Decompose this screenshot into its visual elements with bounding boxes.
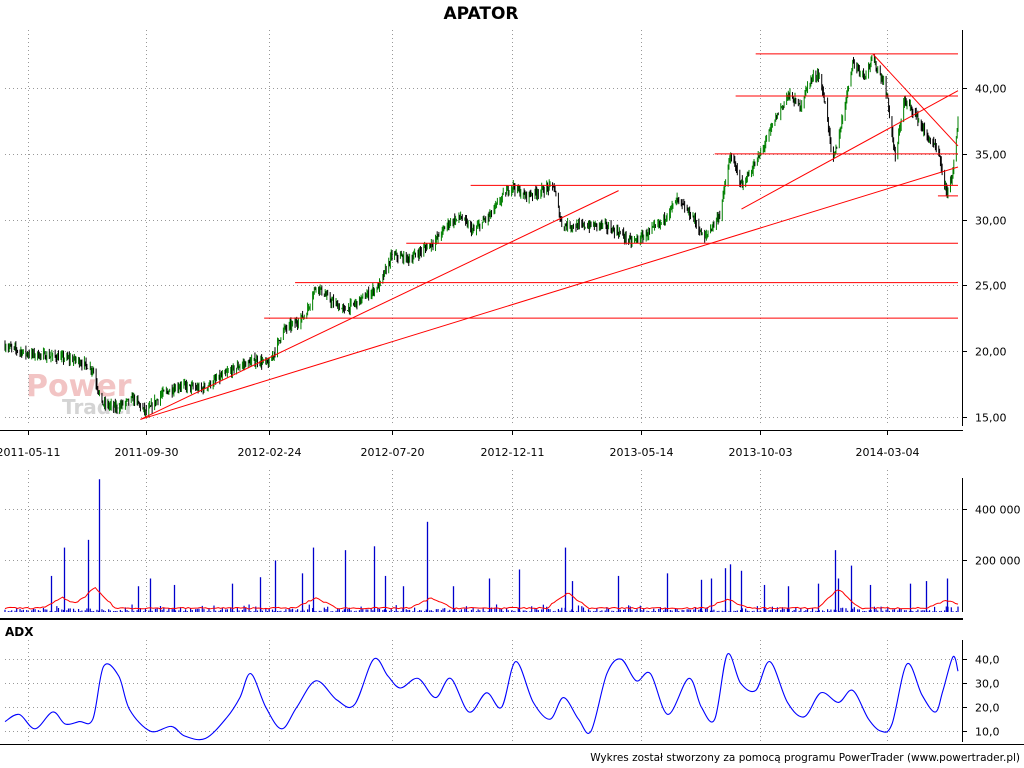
volume-axis-label: 200 000 [975, 555, 1021, 568]
date-axis-label: 2012-12-11 [481, 446, 545, 459]
adx-panel-label: ADX [5, 625, 34, 639]
adx-axis-label: 20,0 [975, 702, 1000, 715]
date-axis-label: 2013-10-03 [729, 446, 793, 459]
volume-axis-label: 400 000 [975, 504, 1021, 517]
watermark: Power Trader [26, 369, 135, 419]
price-panel [4, 53, 959, 420]
adx-line [4, 653, 959, 741]
price-axis-label: 40,00 [975, 83, 1007, 96]
price-axis-label: 20,00 [975, 346, 1007, 359]
adx-axis-label: 10,0 [975, 726, 1000, 739]
adx-axis-label: 30,0 [975, 678, 1000, 691]
price-axis-label: 35,00 [975, 149, 1007, 162]
trend-line [872, 53, 959, 147]
date-axis-label: 2011-05-11 [0, 446, 60, 459]
trend-line [140, 190, 619, 420]
date-axis-label: 2011-09-30 [115, 446, 179, 459]
watermark-power: Power [26, 369, 132, 404]
date-axis-label: 2013-05-14 [610, 446, 674, 459]
axes-layer: 15,00 20,00 25,00 30,00 35,00 40,00 2011-05-11… [0, 30, 1024, 745]
volume-moving-average [4, 586, 959, 610]
adx-axis-label: 40,0 [975, 654, 1000, 667]
grid-layer [5, 30, 958, 742]
price-axis-label: 30,00 [975, 215, 1007, 228]
watermark-trader: Trader [62, 395, 135, 419]
price-axis-label: 25,00 [975, 280, 1007, 293]
volume-panel [4, 479, 959, 612]
date-axis-label: 2014-03-04 [856, 446, 920, 459]
chart-title: APATOR [443, 4, 518, 24]
trend-line [741, 90, 959, 210]
trend-line [140, 166, 959, 420]
date-axis-label: 2012-02-24 [238, 446, 302, 459]
footer-credit: Wykres został stworzony za pomocą progra… [590, 752, 1020, 764]
date-axis-label: 2012-07-20 [361, 446, 425, 459]
price-axis-label: 15,00 [975, 412, 1007, 425]
adx-panel [4, 653, 959, 741]
